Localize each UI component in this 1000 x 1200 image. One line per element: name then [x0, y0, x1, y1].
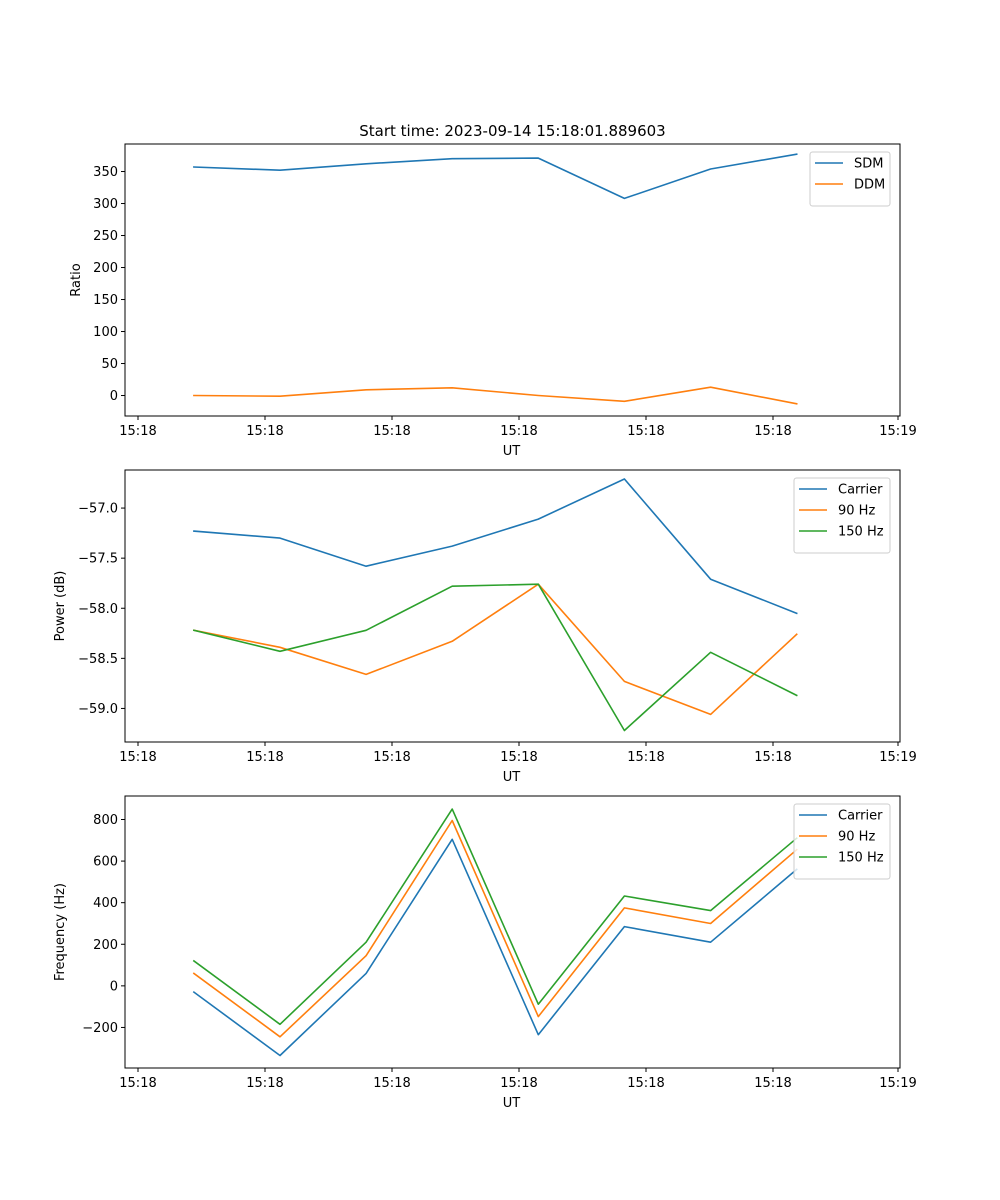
- x-tick-label: 15:18: [119, 1076, 156, 1091]
- y-tick-label: −59.0: [78, 702, 118, 717]
- y-tick-label: 50: [101, 357, 118, 372]
- y-axis-label: Ratio: [69, 263, 84, 296]
- legend: [809, 151, 891, 207]
- x-tick-label: 15:18: [627, 1076, 664, 1091]
- y-tick-label: 100: [93, 325, 118, 340]
- legend-label: SDM: [854, 157, 883, 172]
- series-line-90-hz: [192, 819, 798, 1038]
- x-tick-label: 15:18: [627, 424, 664, 439]
- chart-title: Start time: 2023-09-14 15:18:01.889603: [359, 122, 665, 140]
- y-tick-label: 200: [93, 938, 118, 953]
- y-tick-label: 200: [93, 261, 118, 276]
- x-tick-label: 15:18: [500, 424, 537, 439]
- y-tick-label: 0: [110, 979, 118, 994]
- legend-label: 90 Hz: [838, 830, 875, 845]
- y-tick-label: 250: [93, 229, 118, 244]
- series-line-150-hz: [192, 808, 798, 1026]
- y-tick-label: −57.5: [78, 552, 118, 567]
- x-tick-label: 15:18: [246, 424, 283, 439]
- x-tick-label: 15:18: [373, 750, 410, 765]
- x-tick-label: 15:18: [119, 424, 156, 439]
- axes-frame: [124, 795, 901, 1069]
- legend-label: Carrier: [838, 809, 883, 824]
- x-tick-label: 15:18: [119, 750, 156, 765]
- x-tick-label: 15:18: [754, 424, 791, 439]
- axes-frame: [124, 143, 901, 417]
- x-tick-label: 15:18: [500, 750, 537, 765]
- x-tick-label: 15:18: [373, 1076, 410, 1091]
- y-axis-label: Power (dB): [53, 571, 68, 642]
- y-tick-label: −200: [82, 1021, 118, 1036]
- x-tick-label: 15:18: [500, 1076, 537, 1091]
- series-line-150-hz: [192, 583, 798, 732]
- series-line-carrier: [193, 478, 798, 615]
- legend-label: Carrier: [838, 483, 883, 498]
- x-axis-label: UT: [503, 770, 521, 785]
- y-tick-label: −57.0: [78, 502, 118, 517]
- legend-label: 150 Hz: [838, 851, 884, 866]
- x-axis-label: UT: [503, 444, 521, 459]
- legend: [793, 803, 891, 880]
- axes-frame: [124, 469, 901, 743]
- frequency-panel: 15:18 15:18 15:18 15:18 15:18 15:18 15:19 −200 0…: [53, 795, 917, 1111]
- x-tick-label: 15:18: [373, 424, 410, 439]
- y-tick-label: 350: [93, 165, 118, 180]
- y-axis-label: Frequency (Hz): [53, 883, 68, 981]
- ratio-panel: 15:18 15:18 15:18 15:18 15:18 15:18 15:19 0 50 10…: [69, 143, 917, 459]
- x-tick-label: 15:19: [879, 1076, 916, 1091]
- y-tick-label: 300: [93, 197, 118, 212]
- x-tick-label: 15:18: [754, 1076, 791, 1091]
- legend-label: 90 Hz: [838, 504, 875, 519]
- y-tick-label: 600: [93, 855, 118, 870]
- x-tick-label: 15:18: [246, 1076, 283, 1091]
- legend-label: 150 Hz: [838, 525, 884, 540]
- y-tick-label: 0: [110, 389, 118, 404]
- power-panel: 15:18 15:18 15:18 15:18 15:18 15:18 15:19 −59.0…: [53, 469, 917, 785]
- y-tick-label: 800: [93, 813, 118, 828]
- x-axis-label: UT: [503, 1096, 521, 1111]
- x-tick-label: 15:19: [879, 750, 916, 765]
- series-line-carrier: [192, 838, 798, 1057]
- x-tick-label: 15:18: [627, 750, 664, 765]
- y-tick-label: 150: [93, 293, 118, 308]
- series-line-90-hz: [192, 583, 798, 716]
- series-line-sdm: [193, 153, 798, 200]
- y-tick-label: −58.5: [78, 652, 118, 667]
- x-tick-label: 15:18: [754, 750, 791, 765]
- x-tick-label: 15:19: [879, 424, 916, 439]
- x-tick-label: 15:18: [246, 750, 283, 765]
- legend: [793, 477, 891, 554]
- series-line-ddm: [193, 386, 798, 405]
- legend-label: DDM: [854, 178, 885, 193]
- y-tick-label: −58.0: [78, 602, 118, 617]
- y-tick-label: 400: [93, 896, 118, 911]
